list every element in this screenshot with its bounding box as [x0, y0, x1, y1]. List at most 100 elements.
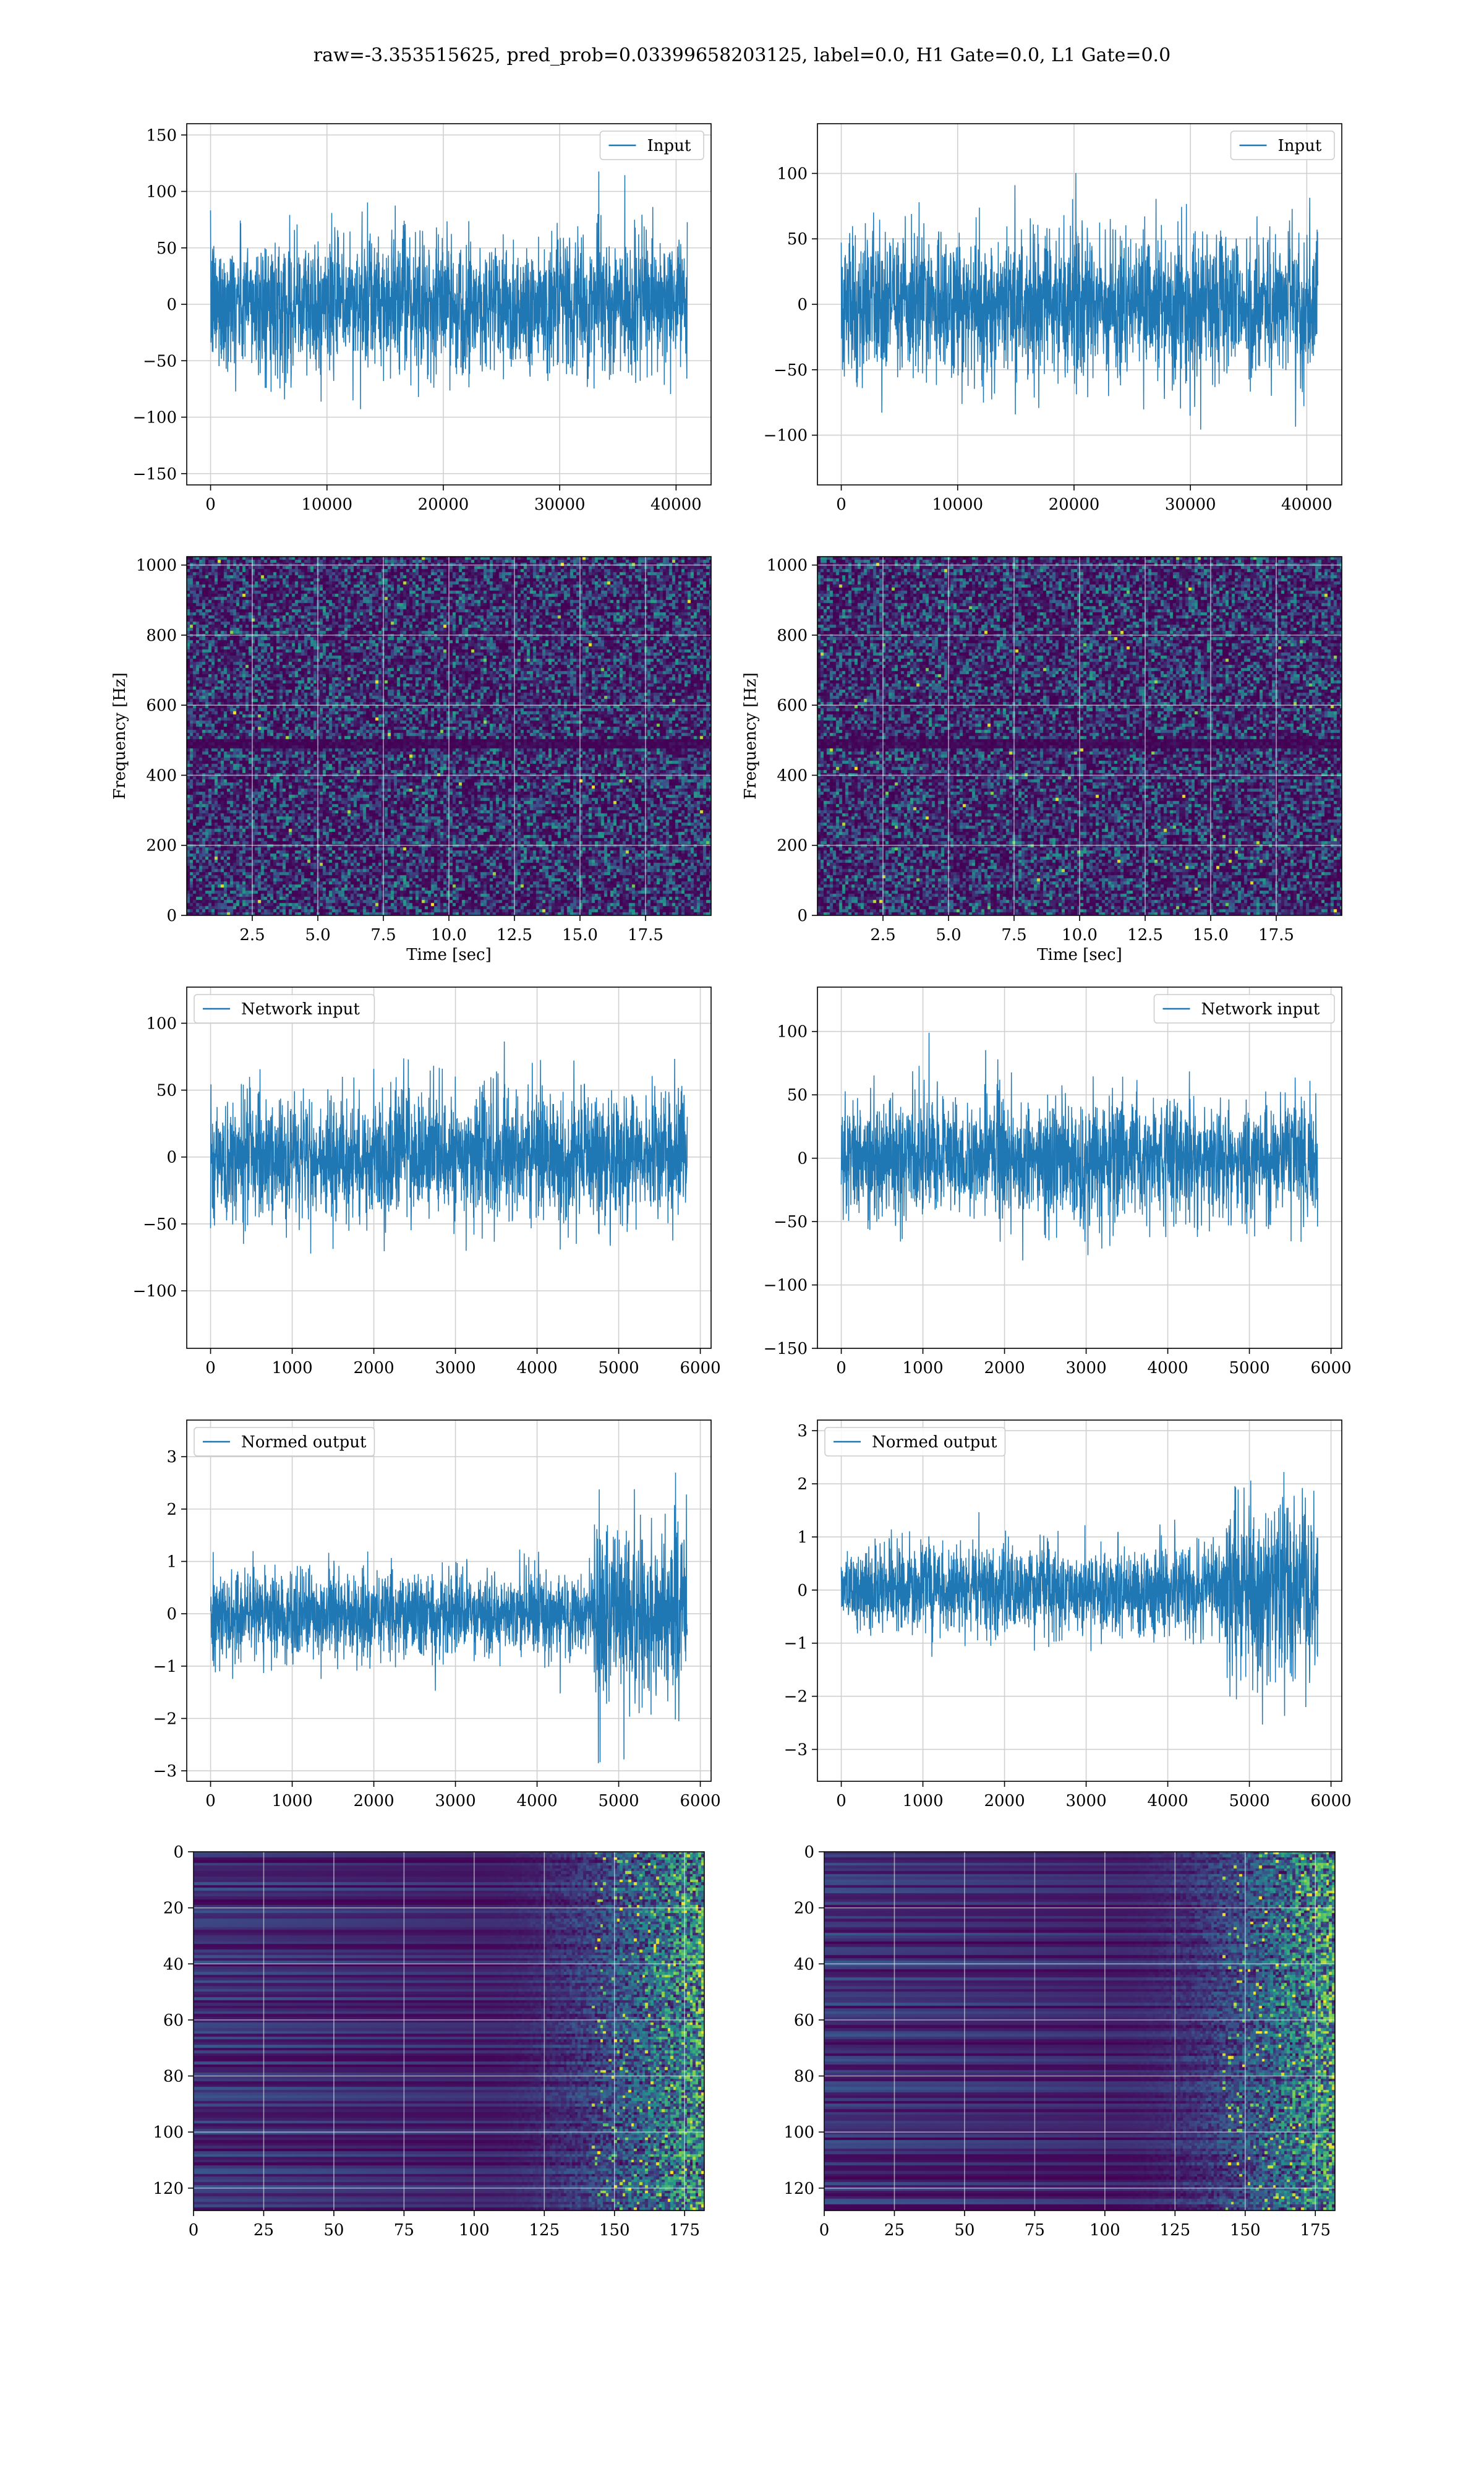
y-tick-label: 0: [166, 1605, 177, 1624]
x-tick-label: 5.0: [305, 926, 330, 944]
x-tick-label: 40000: [650, 495, 702, 514]
x-tick-label: 5000: [1229, 1359, 1269, 1377]
legend: Input: [599, 131, 704, 160]
y-tick-label: −1: [784, 1635, 808, 1653]
y-tick-label: −150: [764, 1340, 808, 1358]
legend-label: Network input: [1201, 1000, 1320, 1019]
y-tick-label: 50: [787, 230, 808, 249]
x-tick-label: 100: [1090, 2221, 1120, 2240]
y-tick-label: 0: [797, 1150, 808, 1168]
x-tick-label: 30000: [534, 495, 586, 514]
y-tick-label: 0: [166, 1149, 177, 1167]
y-tick-label: −50: [774, 1213, 808, 1231]
x-tick-label: 1000: [902, 1792, 943, 1810]
y-tick-label: 60: [794, 2011, 814, 2030]
x-tick-label: 175: [669, 2221, 700, 2240]
x-tick-label: 2.5: [870, 926, 895, 944]
figure-title: raw=-3.353515625, pred_prob=0.0339965820…: [313, 45, 1171, 66]
y-tick-label: 60: [163, 2011, 184, 2030]
x-tick-label: 1000: [271, 1359, 312, 1377]
y-tick-label: −2: [153, 1710, 177, 1728]
x-tick-label: 150: [1230, 2221, 1261, 2240]
chart-spec-l1: 2.5 5.0 7.5 10.0 12.5 15.0 17.5 0 200 400 600 800 10…: [741, 556, 1342, 964]
y-tick-label: 0: [797, 907, 808, 925]
legend: Normed output: [824, 1427, 1006, 1457]
y-tick-label: −150: [133, 465, 177, 484]
x-tick-label: 1000: [271, 1792, 312, 1810]
legend-label: Input: [647, 137, 691, 155]
y-tick-label: 1000: [136, 557, 177, 575]
y-tick-label: −100: [764, 1277, 808, 1295]
x-tick-label: 6000: [680, 1792, 720, 1810]
x-tick-label: 75: [1025, 2221, 1045, 2240]
heatmap-image: [194, 1852, 704, 2211]
y-tick-label: 800: [777, 627, 808, 645]
axes-frame: [186, 1419, 712, 1782]
series-line: [210, 1041, 688, 1254]
x-tick-label: 5000: [598, 1359, 639, 1377]
y-tick-label: −50: [774, 361, 808, 380]
x-tick-label: 2000: [353, 1792, 394, 1810]
chart-feat-l1: 0 25 50 75 100 125 150 175 0 20 40 60 80 100 120: [783, 1843, 1336, 2240]
legend-box: [1153, 994, 1335, 1024]
chart-normout-l1: 0 1000 2000 3000 4000 5000 6000 −3 −2 −1 0 1 2 3 Norme…: [784, 1419, 1352, 1810]
x-tick-label: 3000: [435, 1359, 475, 1377]
series-line: [840, 1032, 1319, 1261]
y-tick-label: 400: [146, 766, 177, 785]
x-tick-label: 0: [836, 1792, 846, 1810]
y-tick-label: 100: [783, 2123, 814, 2142]
x-tick-label: 75: [394, 2221, 414, 2240]
y-tick-label: 0: [166, 907, 177, 925]
y-tick-label: 20: [163, 1899, 184, 1918]
y-tick-label: 400: [777, 766, 808, 785]
y-tick-label: −100: [764, 427, 808, 445]
y-tick-label: 40: [794, 1955, 814, 1974]
y-tick-label: 120: [783, 2180, 814, 2198]
legend: Input: [1230, 131, 1335, 160]
x-axis-label: Time [sec]: [406, 946, 492, 964]
x-tick-label: 40000: [1281, 495, 1333, 514]
x-tick-label: 12.5: [1127, 926, 1163, 944]
y-tick-label: 1000: [767, 557, 808, 575]
y-tick-label: −100: [133, 409, 177, 427]
x-tick-label: 10.0: [431, 926, 467, 944]
y-tick-label: 100: [146, 1014, 177, 1033]
legend: Network input: [1153, 994, 1335, 1024]
x-tick-label: 50: [323, 2221, 344, 2240]
y-tick-label: 100: [777, 1023, 808, 1042]
x-tick-label: 1000: [902, 1359, 943, 1377]
x-tick-label: 0: [189, 2221, 199, 2240]
axes-frame: [824, 1851, 1336, 2211]
x-tick-label: 17.5: [628, 926, 663, 944]
x-tick-label: 15.0: [562, 926, 598, 944]
y-tick-label: 600: [777, 696, 808, 715]
legend-label: Normed output: [241, 1433, 367, 1452]
x-tick-label: 0: [819, 2221, 830, 2240]
legend-label: Normed output: [872, 1433, 997, 1452]
x-tick-label: 7.5: [1001, 926, 1026, 944]
x-tick-label: 125: [1159, 2221, 1190, 2240]
y-tick-label: −1: [153, 1658, 177, 1676]
y-tick-label: 0: [797, 1582, 808, 1600]
series-line: [210, 1472, 688, 1763]
x-tick-label: 20000: [418, 495, 469, 514]
x-tick-label: 0: [836, 1359, 846, 1377]
chart-input-l1: 0 10000 20000 30000 40000 −100 −50 0 50 100 Input: [764, 123, 1342, 514]
x-tick-label: 2000: [984, 1359, 1025, 1377]
x-tick-label: 4000: [516, 1359, 557, 1377]
x-tick-label: 10.0: [1062, 926, 1098, 944]
legend: Normed output: [194, 1427, 375, 1457]
x-tick-label: 100: [459, 2221, 490, 2240]
y-axis-label: Frequency [Hz]: [111, 672, 129, 800]
x-tick-label: 4000: [1147, 1359, 1188, 1377]
y-tick-label: 600: [146, 696, 177, 715]
axes-frame: [817, 987, 1342, 1349]
x-axis-label: Time [sec]: [1037, 946, 1122, 964]
x-tick-label: 10000: [301, 495, 352, 514]
y-tick-label: 120: [153, 2180, 184, 2198]
legend-label: Network input: [241, 1000, 360, 1019]
legend-box: [599, 131, 704, 160]
y-tick-label: 2: [797, 1475, 808, 1494]
x-tick-label: 15.0: [1193, 926, 1229, 944]
